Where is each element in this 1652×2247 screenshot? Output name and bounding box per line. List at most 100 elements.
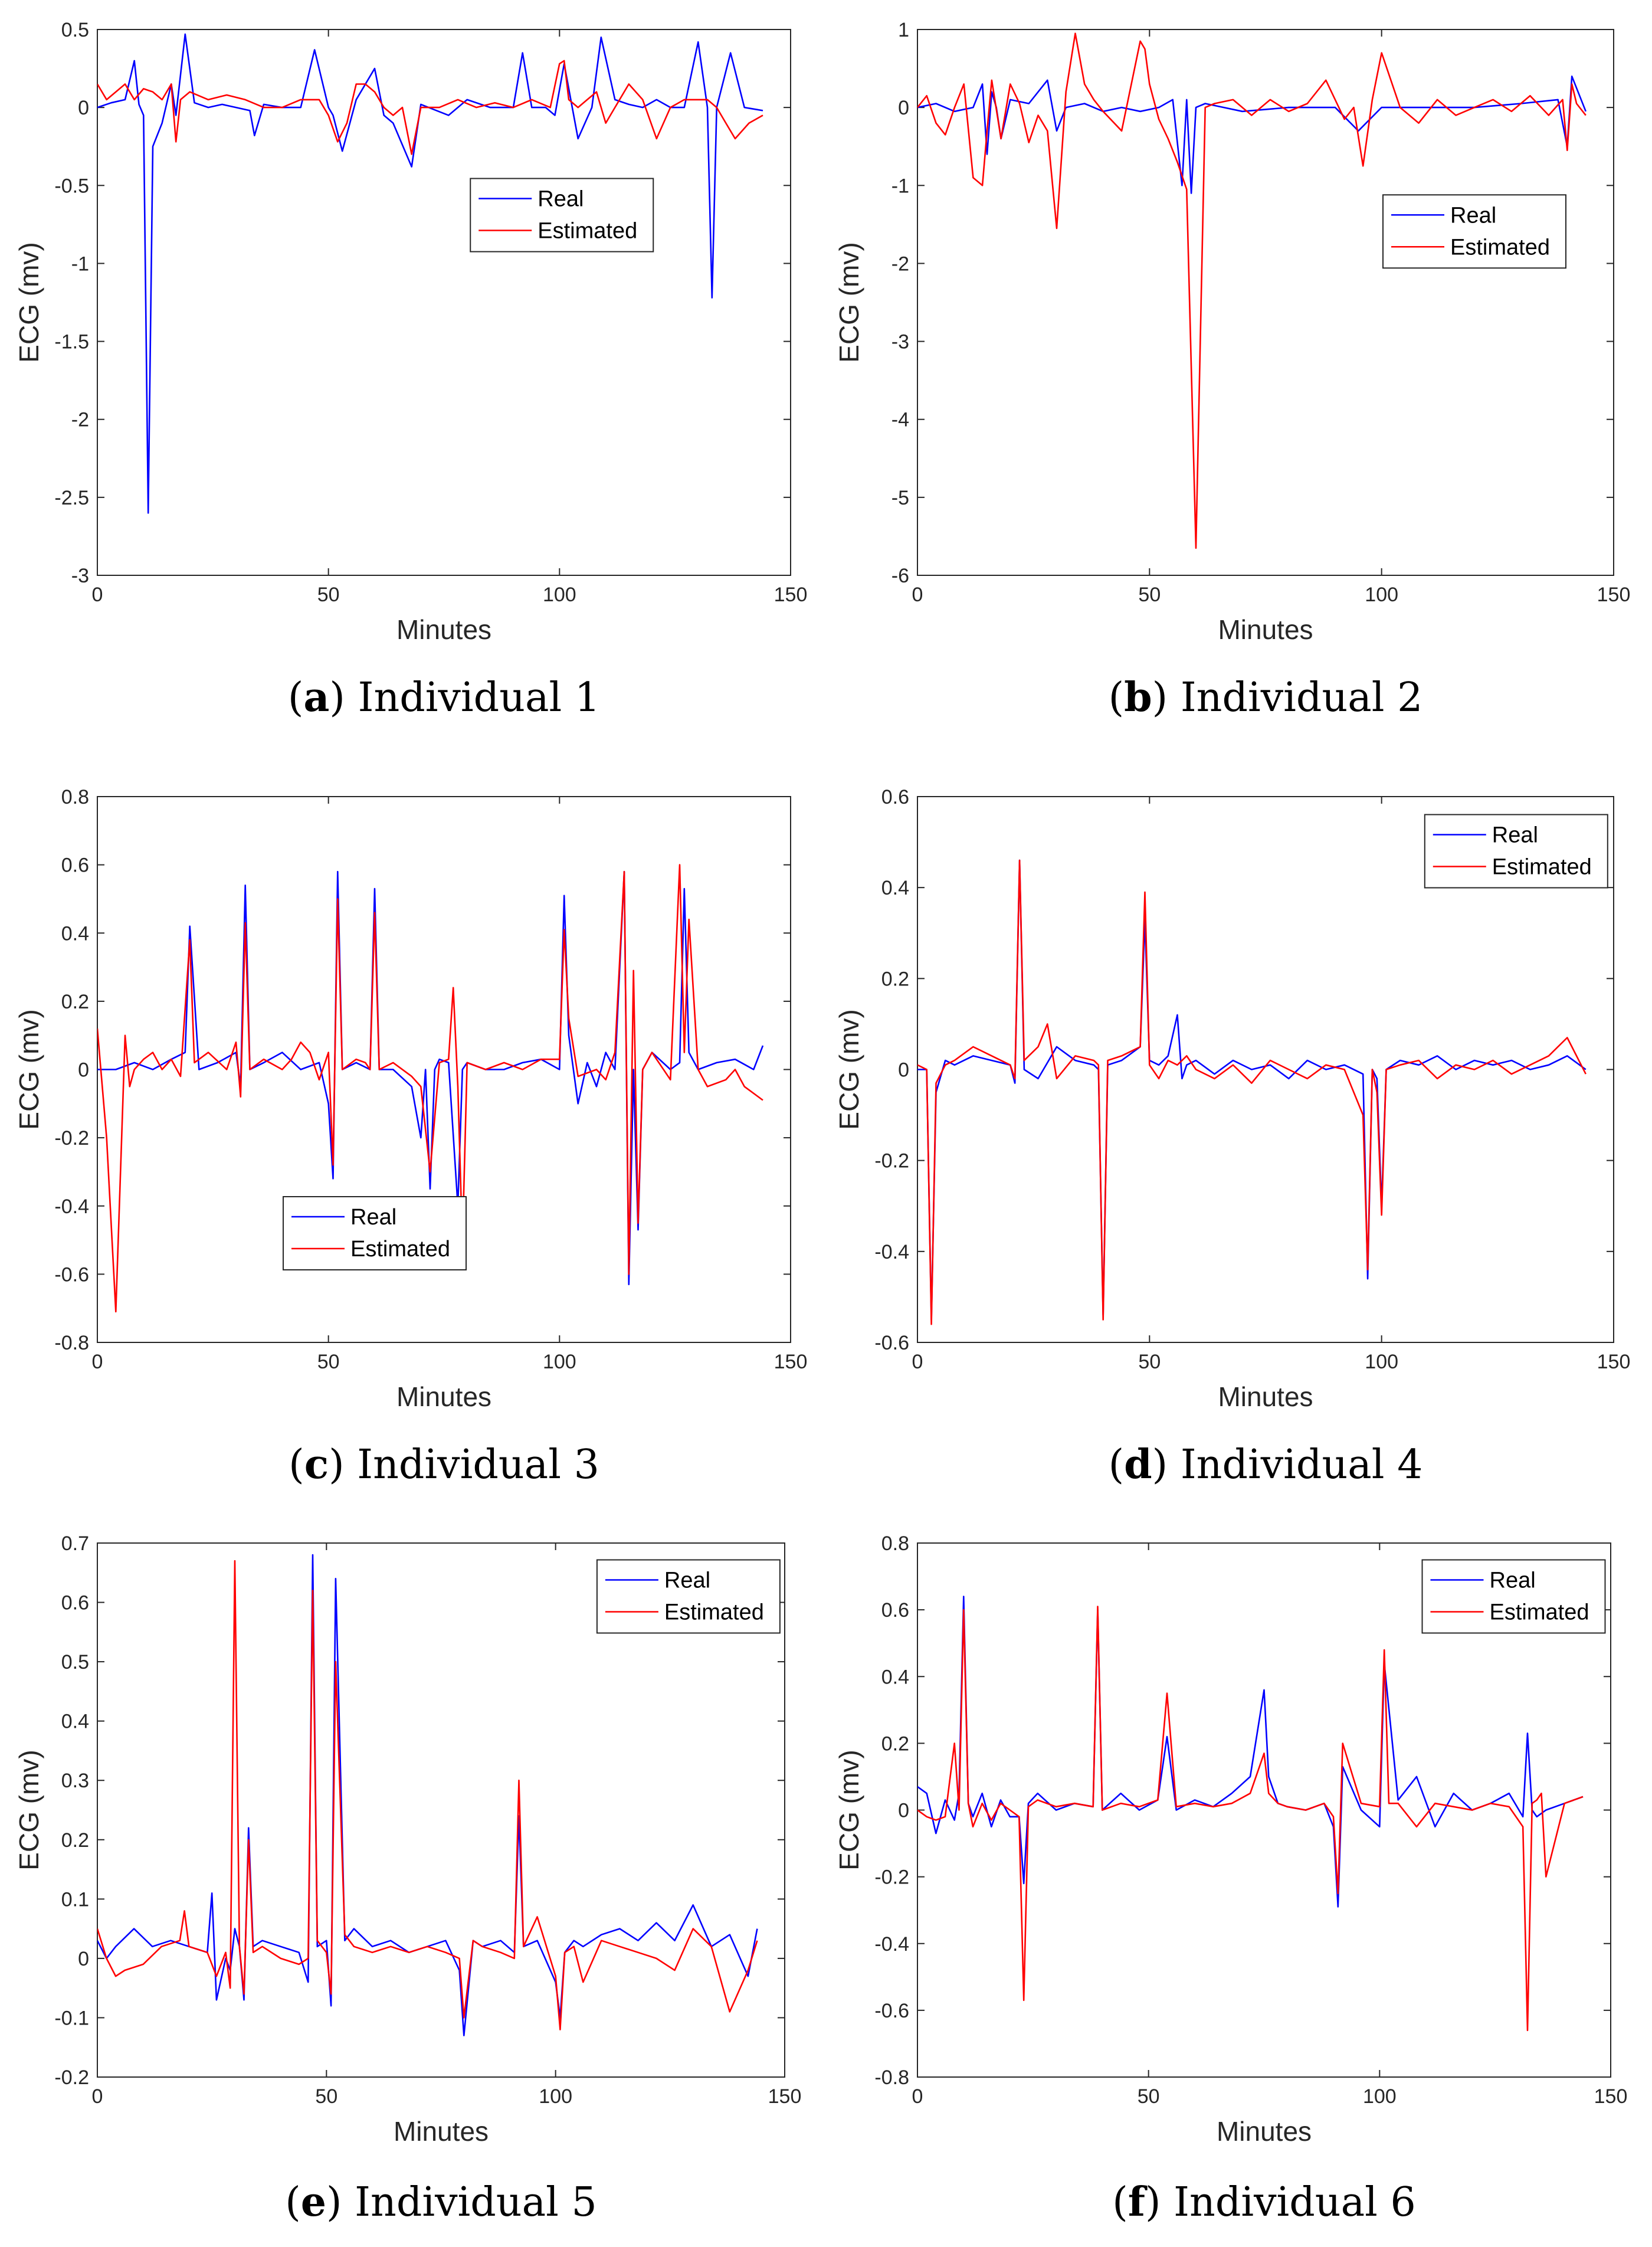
y-tick-label: -2 xyxy=(891,253,909,275)
y-tick-label: 1 xyxy=(898,19,909,41)
y-tick-label: -0.1 xyxy=(54,2007,89,2029)
x-tick-label: 0 xyxy=(912,2085,923,2108)
caption-open-paren: ( xyxy=(1112,2179,1128,2226)
y-tick-label: 0.3 xyxy=(61,1770,89,1792)
caption-title: Individual 5 xyxy=(355,2179,597,2226)
plot-area xyxy=(917,29,1614,576)
legend-label-real: Real xyxy=(537,187,584,212)
x-tick-label: 100 xyxy=(543,584,576,606)
caption-title: Individual 4 xyxy=(1181,1442,1423,1488)
legend: Real Estimated xyxy=(283,1196,467,1270)
legend: Real Estimated xyxy=(596,1559,781,1634)
series-line-estimated xyxy=(917,1606,1584,2032)
x-tick-label: 150 xyxy=(774,1351,808,1373)
y-tick-label: 0 xyxy=(78,1948,89,1970)
legend-box xyxy=(470,178,654,253)
caption-letter: d xyxy=(1124,1441,1152,1488)
panel-caption: (f) Individual 6 xyxy=(1112,2179,1416,2226)
legend-label-estimated: Estimated xyxy=(537,219,637,244)
y-tick-label: 0.2 xyxy=(881,1732,909,1755)
x-tick-label: 100 xyxy=(1365,1351,1398,1373)
series-line-real xyxy=(97,1554,758,2036)
caption-close-paren: ) xyxy=(1152,674,1181,721)
x-tick-label: 0 xyxy=(92,2085,103,2108)
legend-label-estimated: Estimated xyxy=(1490,1600,1589,1625)
panel-d: 0 50 100 150 -0.6 -0.4 -0.2 0 0.2 0.4 0.6 Minutes EC… xyxy=(834,786,1630,1488)
legend-box xyxy=(283,1196,467,1270)
y-tick-label: -1.5 xyxy=(54,331,89,353)
series-group xyxy=(97,1554,758,2036)
plot-area xyxy=(97,29,791,576)
y-tick-label: 0.8 xyxy=(61,786,89,808)
x-axis-label: Minutes xyxy=(1218,614,1313,645)
x-tick-label: 0 xyxy=(92,1351,103,1373)
x-tick-label: 50 xyxy=(317,1351,340,1373)
y-tick-label: 0.5 xyxy=(61,1651,89,1673)
caption-open-paren: ( xyxy=(288,674,304,721)
legend-label-real: Real xyxy=(664,1568,710,1593)
y-tick-label: -3 xyxy=(891,331,909,353)
caption-title: Individual 1 xyxy=(358,674,601,721)
y-tick-label: -0.4 xyxy=(874,1241,909,1263)
y-tick-label: 0.6 xyxy=(881,1599,909,1622)
x-tick-label: 0 xyxy=(92,584,103,606)
y-tick-label: 0 xyxy=(898,1800,909,1822)
caption-open-paren: ( xyxy=(1109,1442,1125,1488)
y-tick-label: 0.4 xyxy=(881,877,909,899)
panel-caption: (b) Individual 2 xyxy=(1109,674,1423,721)
legend-label-real: Real xyxy=(1492,823,1538,848)
y-tick-label: 0 xyxy=(78,1059,89,1082)
y-tick-label: -0.5 xyxy=(54,175,89,197)
panel-caption: (e) Individual 5 xyxy=(285,2179,597,2226)
y-tick-label: -3 xyxy=(71,565,89,587)
series-group xyxy=(97,864,764,1313)
legend: Real Estimated xyxy=(1424,814,1608,889)
series-group xyxy=(917,32,1587,549)
legend-label-real: Real xyxy=(1490,1568,1536,1593)
x-tick-label: 100 xyxy=(543,1351,576,1373)
series-line-real xyxy=(917,76,1587,194)
x-axis-label: Minutes xyxy=(394,2116,489,2147)
legend: Real Estimated xyxy=(1382,194,1566,269)
legend-box xyxy=(596,1559,781,1634)
caption-title: Individual 2 xyxy=(1181,674,1423,721)
caption-title: Individual 6 xyxy=(1174,2179,1416,2226)
caption-close-paren: ) xyxy=(1145,2179,1174,2226)
y-axis-label: ECG (mv) xyxy=(834,242,864,362)
panel-caption: (c) Individual 3 xyxy=(289,1441,599,1488)
x-tick-label: 50 xyxy=(315,2085,337,2108)
x-tick-label: 50 xyxy=(1138,2085,1160,2108)
y-tick-label: -0.2 xyxy=(54,1127,89,1149)
x-tick-label: 50 xyxy=(1138,1351,1161,1373)
series-line-estimated xyxy=(917,32,1587,549)
panel-b: 0 50 100 150 -6 -5 -4 -3 -2 -1 0 1 Minutes ECG (mv) Re… xyxy=(834,19,1630,721)
y-tick-label: 0.4 xyxy=(61,922,89,945)
caption-close-paren: ) xyxy=(329,1442,357,1488)
y-tick-label: -0.6 xyxy=(874,2000,909,2022)
y-tick-label: -6 xyxy=(891,565,909,587)
legend: Real Estimated xyxy=(1421,1559,1606,1634)
caption-letter: b xyxy=(1124,674,1152,721)
x-tick-label: 50 xyxy=(317,584,340,606)
y-tick-label: -1 xyxy=(71,253,89,275)
y-tick-label: 0.6 xyxy=(881,786,909,808)
series-group xyxy=(917,1596,1584,2032)
series-group xyxy=(917,859,1587,1325)
x-tick-label: 0 xyxy=(912,1351,923,1373)
y-tick-label: 0.4 xyxy=(61,1711,89,1733)
y-tick-label: -0.8 xyxy=(54,1332,89,1354)
y-tick-label: 0.4 xyxy=(881,1666,909,1688)
panels: 0 50 100 150-3-2.5-2-1.5-1-0.500.5MinutesEC… xyxy=(14,19,1630,2226)
series-group xyxy=(97,33,763,514)
caption-open-paren: ( xyxy=(285,2179,301,2226)
y-tick-label: 0 xyxy=(898,97,909,119)
x-tick-label: 150 xyxy=(1597,584,1631,606)
y-tick-label: -1 xyxy=(891,175,909,197)
y-tick-label: 0.7 xyxy=(61,1532,89,1555)
caption-close-paren: ) xyxy=(326,2179,355,2226)
y-tick-label: -2 xyxy=(71,409,89,431)
x-tick-label: 100 xyxy=(539,2085,572,2108)
y-axis-label: ECG (mv) xyxy=(14,242,44,362)
caption-close-paren: ) xyxy=(329,674,358,721)
